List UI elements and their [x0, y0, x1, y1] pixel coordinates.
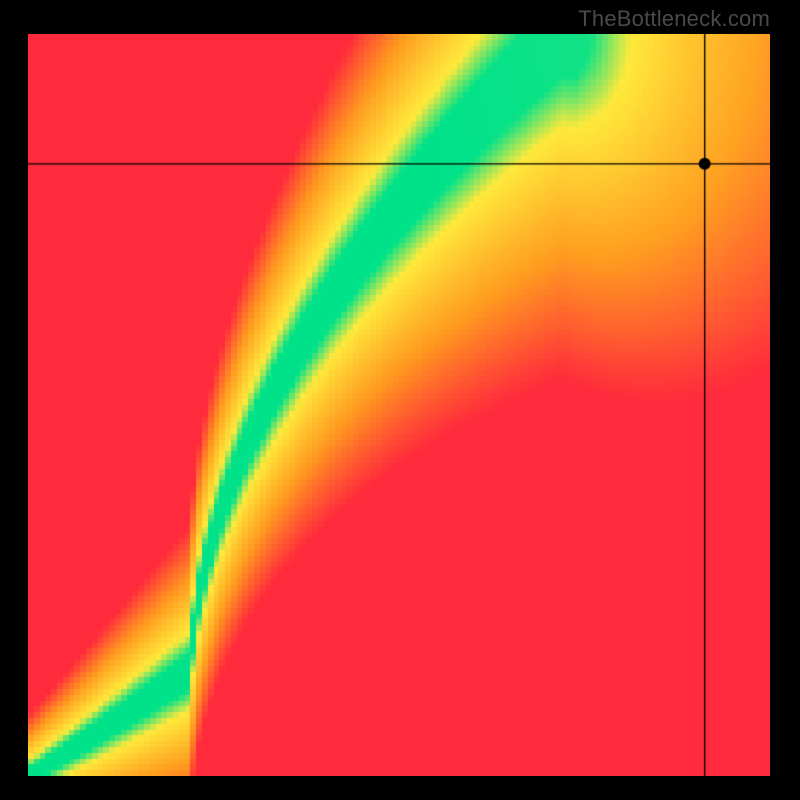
watermark-text: TheBottleneck.com: [578, 6, 770, 32]
bottleneck-heatmap: [28, 34, 770, 776]
